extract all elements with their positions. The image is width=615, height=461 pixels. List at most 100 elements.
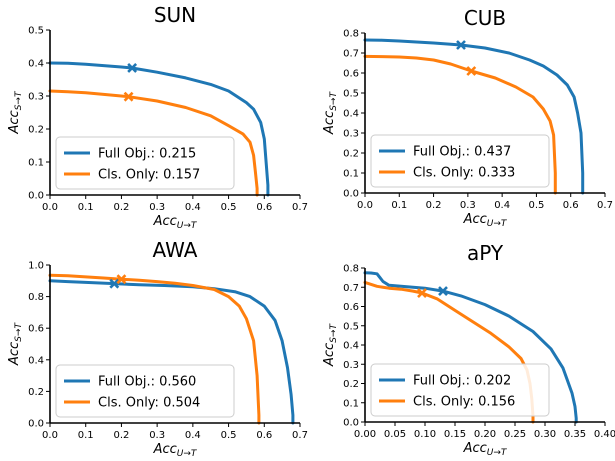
x-tick-label: 0.2 bbox=[426, 200, 442, 211]
x-tick-label: 0.4 bbox=[494, 200, 510, 211]
legend-label-cls: Cls. Only: 0.504 bbox=[98, 396, 200, 411]
legend-label-cls: Cls. Only: 0.156 bbox=[413, 395, 515, 410]
x-tick-label: 0.15 bbox=[444, 429, 466, 440]
y-tick-label: 0.4 bbox=[343, 341, 359, 352]
x-tick-label: 0.35 bbox=[564, 429, 586, 440]
y-tick-label: 0.4 bbox=[343, 109, 359, 120]
legend-label-cls: Cls. Only: 0.157 bbox=[98, 168, 200, 183]
series-marker-cls bbox=[466, 66, 477, 76]
x-tick-label: 0.00 bbox=[354, 429, 376, 440]
y-tick-label: 0.8 bbox=[343, 264, 359, 275]
y-tick-label: 0.5 bbox=[343, 89, 359, 100]
series-marker-cls bbox=[123, 91, 134, 102]
y-tick-label: 0.8 bbox=[343, 29, 359, 40]
chart-panel-cub: CUB 0.0 0.1 0.2 0.3 0.4 0.5 0.6 0.7 0.0 0.1 0.2 0.3 0… bbox=[322, 6, 613, 229]
chart-panel-apy: aPY 0.00 0.05 0.10 0.15 0.20 0.25 0.30 0.35 0.40 0… bbox=[322, 241, 615, 458]
legend-label-full: Full Obj.: 0.215 bbox=[98, 147, 196, 162]
x-tick-label: 0.1 bbox=[391, 200, 407, 211]
x-tick-label: 0.3 bbox=[149, 202, 165, 213]
x-axis-label: AccU→T bbox=[463, 441, 508, 458]
y-tick-label: 0.2 bbox=[28, 125, 44, 136]
x-tick-label: 0.3 bbox=[460, 200, 476, 211]
y-tick-label: 0.1 bbox=[343, 398, 359, 409]
y-tick-label: 0.0 bbox=[28, 419, 44, 430]
legend-label-full: Full Obj.: 0.437 bbox=[413, 145, 511, 160]
y-tick-label: 0.6 bbox=[343, 302, 359, 313]
x-tick-label: 0.05 bbox=[384, 429, 406, 440]
x-tick-label: 0.5 bbox=[221, 430, 237, 441]
x-tick-label: 0.6 bbox=[256, 430, 272, 441]
y-axis-label: AccS→T bbox=[7, 90, 24, 134]
y-tick-label: 0.2 bbox=[28, 387, 44, 398]
y-tick-label: 0.3 bbox=[343, 129, 359, 140]
legend-box bbox=[55, 136, 235, 190]
series-line-cls bbox=[48, 89, 259, 197]
y-tick-label: 0.7 bbox=[343, 283, 359, 294]
chart-panel-awa: AWA 0.0 0.1 0.2 0.3 0.4 0.5 0.6 0.7 0.0 0.2 0.4 0.6 0… bbox=[7, 238, 308, 459]
series-line-cls bbox=[48, 273, 261, 425]
x-tick-label: 0.4 bbox=[185, 430, 201, 441]
y-tick-label: 0.6 bbox=[343, 69, 359, 80]
x-tick-label: 0.10 bbox=[414, 429, 436, 440]
chart-title: aPY bbox=[467, 241, 504, 265]
series-marker-cls bbox=[417, 288, 427, 298]
y-tick-label: 0.4 bbox=[28, 355, 44, 366]
x-tick-label: 0.0 bbox=[42, 202, 58, 213]
series-marker-full bbox=[127, 63, 138, 73]
legend-label-full: Full Obj.: 0.560 bbox=[98, 375, 196, 390]
y-tick-label: 0.6 bbox=[28, 324, 44, 335]
y-tick-label: 0.3 bbox=[28, 92, 44, 103]
x-tick-label: 0.7 bbox=[292, 430, 308, 441]
y-tick-label: 0.1 bbox=[28, 158, 44, 169]
x-tick-label: 0.0 bbox=[42, 430, 58, 441]
series-marker-full bbox=[456, 40, 466, 50]
y-axis-label: AccS→T bbox=[322, 323, 339, 367]
series-line-full bbox=[363, 38, 585, 195]
x-tick-label: 0.2 bbox=[113, 430, 129, 441]
x-tick-label: 0.25 bbox=[504, 429, 526, 440]
legend-label-cls: Cls. Only: 0.333 bbox=[413, 166, 515, 181]
y-tick-label: 0.2 bbox=[343, 149, 359, 160]
x-axis-label: AccU→T bbox=[153, 442, 198, 459]
y-tick-label: 0.0 bbox=[28, 191, 44, 202]
y-tick-label: 0.5 bbox=[343, 321, 359, 332]
x-tick-label: 0.0 bbox=[357, 200, 373, 211]
chart-title: SUN bbox=[154, 3, 196, 27]
y-tick-label: 0.8 bbox=[28, 292, 44, 303]
y-axis-label: AccS→T bbox=[322, 91, 339, 135]
y-tick-label: 0.2 bbox=[343, 379, 359, 390]
series-marker-full bbox=[109, 278, 120, 289]
legend-box bbox=[370, 134, 550, 188]
y-tick-label: 0.3 bbox=[343, 360, 359, 371]
x-tick-label: 0.20 bbox=[474, 429, 496, 440]
x-tick-label: 0.1 bbox=[78, 430, 94, 441]
x-tick-label: 0.4 bbox=[185, 202, 201, 213]
x-tick-label: 0.6 bbox=[256, 202, 272, 213]
chart-panel-sun: SUN 0.0 0.1 0.2 0.3 0.4 0.5 0.6 0.7 0.0 0.1 0.2 0.3 0… bbox=[7, 3, 308, 231]
x-tick-label: 0.3 bbox=[149, 430, 165, 441]
x-tick-label: 0.5 bbox=[528, 200, 544, 211]
y-tick-label: 0.0 bbox=[343, 418, 359, 429]
x-tick-label: 0.1 bbox=[78, 202, 94, 213]
y-axis-label: AccS→T bbox=[7, 322, 24, 366]
x-tick-label: 0.6 bbox=[563, 200, 579, 211]
chart-title: AWA bbox=[153, 238, 198, 262]
x-tick-label: 0.7 bbox=[292, 202, 308, 213]
series-line-full bbox=[363, 271, 578, 424]
legend-box bbox=[55, 364, 235, 418]
series-line-full bbox=[48, 61, 270, 197]
y-tick-label: 0.0 bbox=[343, 189, 359, 200]
legend-box bbox=[370, 363, 550, 417]
x-axis-label: AccU→T bbox=[153, 214, 198, 231]
y-tick-label: 0.7 bbox=[343, 49, 359, 60]
series-line-full bbox=[48, 279, 295, 425]
y-tick-label: 0.1 bbox=[343, 169, 359, 180]
legend-label-full: Full Obj.: 0.202 bbox=[413, 374, 511, 389]
x-tick-label: 0.5 bbox=[221, 202, 237, 213]
x-axis-label: AccU→T bbox=[463, 212, 508, 229]
series-line-cls bbox=[363, 54, 557, 195]
x-tick-label: 0.7 bbox=[597, 200, 613, 211]
x-tick-label: 0.40 bbox=[594, 429, 615, 440]
y-tick-label: 0.4 bbox=[28, 59, 44, 70]
